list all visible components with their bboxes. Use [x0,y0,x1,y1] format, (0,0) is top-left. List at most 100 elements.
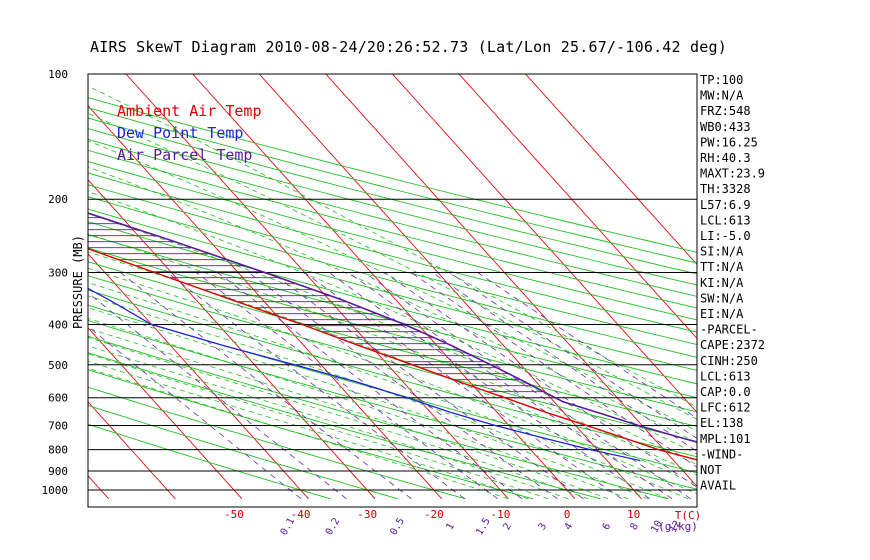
mixing-ratio-line [410,272,697,468]
index-line: WB0:433 [700,120,751,134]
dry-adiabat-line [88,289,697,458]
parcel-temp-line [88,212,697,444]
ambient-temp-line [88,248,697,461]
dry-adiabat-line [88,275,697,442]
mixing-ratio-tick-label: 1 [444,521,457,532]
dry-adiabat-line [88,208,697,371]
index-line: L57:6.9 [700,198,751,212]
index-line: CAP:0.0 [700,385,751,399]
dry-adiabat-line [88,247,697,413]
legend-entry: Dew Point Temp [117,124,243,142]
pressure-tick-label: 700 [48,420,68,433]
isotherm-line [191,74,576,500]
bottom-temp-tick-label: 0 [564,508,571,521]
dry-adiabat-line [88,386,466,500]
mixing-ratio-line [384,272,697,488]
index-line: MAXT:23.9 [700,167,765,181]
bottom-temp-tick-label: 10 [627,508,640,521]
index-line: TP:100 [700,73,743,87]
bottom-temp-tick-label: -10 [490,508,510,521]
bottom-temp-tick-label: -20 [424,508,444,521]
mixing-ratio-line [88,292,347,500]
moist-adiabat-line [88,345,569,500]
dry-adiabat-line [88,107,697,264]
dry-adiabat-line [88,352,601,500]
sounding-series [88,212,697,462]
index-line: LI:-5.0 [700,229,751,243]
mixing-ratio-tick-label: 4 [563,521,576,532]
bottom-temp-tick-label: -30 [357,508,377,521]
moist-adiabat-line [88,233,697,476]
index-line: LCL:613 [700,213,751,227]
pressure-tick-label: 900 [48,465,68,478]
dry-adiabat-line [88,117,697,275]
index-line: KI:N/A [700,276,744,290]
dew-point-line [88,287,641,462]
legend-entry: Ambient Air Temp [117,102,262,120]
mixing-ratio-line [431,272,697,452]
moist-adiabat-line [88,353,549,500]
mixing-ratio-line [348,272,673,500]
moist-adiabat-line [88,213,697,466]
y-axis-label: PRESSURE (MB) [71,235,85,329]
chart-title: AIRS SkewT Diagram 2010-08-24/20:26:52.7… [90,38,727,56]
index-line: -WIND- [700,447,743,461]
pressure-tick-label: 400 [48,318,68,331]
index-line: TT:N/A [700,260,744,274]
mixing-ratio-line [88,325,302,500]
mixing-ratio-line [364,272,692,500]
moist-adiabat-line [88,251,697,486]
mixing-ratio-line [477,272,697,419]
dry-adiabat-line [88,97,697,253]
index-line: EI:N/A [700,307,744,321]
dry-adiabat-line [88,149,697,309]
mixing-ratio-tick-label: 2 [501,521,514,532]
mixing-unit-label: (g/kg) [658,520,698,533]
index-line: LCL:613 [700,369,751,383]
pressure-tick-label: 600 [48,392,68,405]
moist-adiabat-line [88,282,689,500]
pressure-tick-label: 800 [48,444,68,457]
index-line: RH:40.3 [700,151,751,165]
index-line: SW:N/A [700,291,744,305]
isotherm-line [125,74,509,500]
index-line: SI:N/A [700,245,744,259]
mixing-ratio-line [196,272,498,500]
index-line: FRZ:548 [700,104,751,118]
axes: 1002003004005006007008009001000-120-110-… [42,68,684,537]
isotherm-line [88,105,443,500]
index-line: LFC:612 [700,401,751,415]
pressure-tick-label: 100 [48,68,68,81]
bottom-temp-tick-label: -50 [224,508,244,521]
index-line: PW:16.25 [700,135,758,149]
pressure-tick-label: 500 [48,359,68,372]
moist-adiabat-line [88,140,697,432]
legend-entry: Air Parcel Temp [117,146,252,164]
mixing-ratio-tick-label: 6 [601,521,614,532]
index-line: MW:N/A [700,89,744,103]
isotherm-line [88,253,309,500]
dry-adiabat-line [88,172,697,333]
mixing-ratio-tick-label: 3 [537,521,550,532]
index-line: TH:3328 [700,182,751,196]
index-line: EL:138 [700,416,743,430]
index-line: CAPE:2372 [700,338,765,352]
background-grid [88,74,697,500]
dry-adiabat-line [88,221,697,385]
dry-adiabat-line [88,128,697,286]
index-line: CINH:250 [700,354,758,368]
mixing-ratio-tick-label: 10 [649,519,665,535]
index-line: AVAIL [700,479,736,493]
legend: Ambient Air Temp Dew Point Temp Air Parcel… [117,102,262,164]
dry-adiabat-line [88,196,697,358]
dry-adiabat-line [88,161,697,321]
pressure-tick-label: 200 [48,193,68,206]
isotherm-line [88,327,243,500]
moist-adiabat-line [88,267,697,495]
pressure-tick-label: 300 [48,266,68,279]
mixing-ratio-line [167,272,465,500]
isotherm-line [391,74,697,414]
moist-adiabat-line [88,360,529,500]
